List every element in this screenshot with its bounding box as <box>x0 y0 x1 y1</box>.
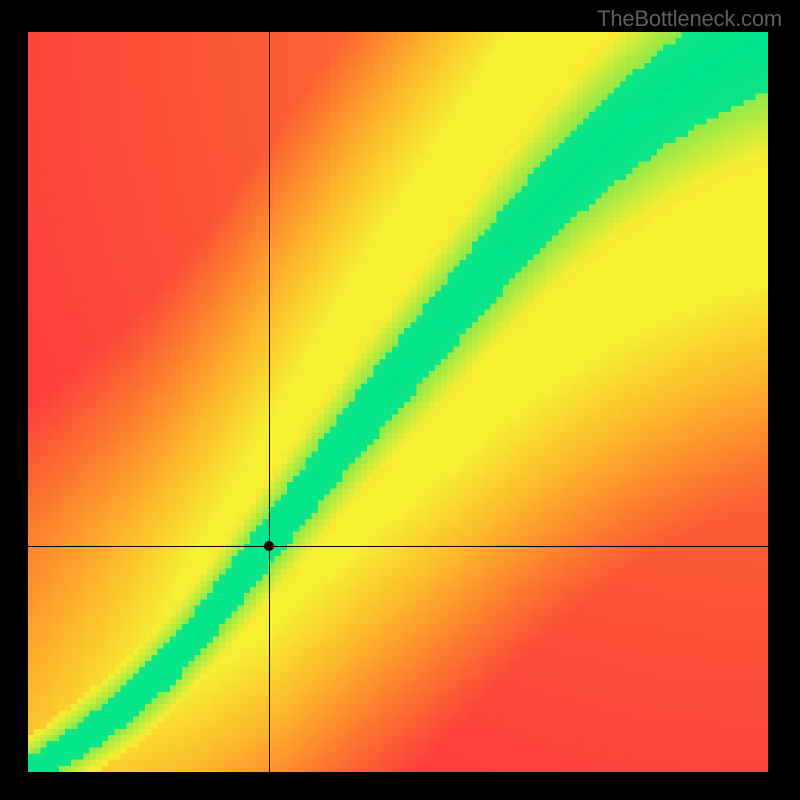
plot-area <box>28 32 768 772</box>
watermark-text: TheBottleneck.com <box>597 6 782 32</box>
bottleneck-heatmap <box>28 32 768 772</box>
